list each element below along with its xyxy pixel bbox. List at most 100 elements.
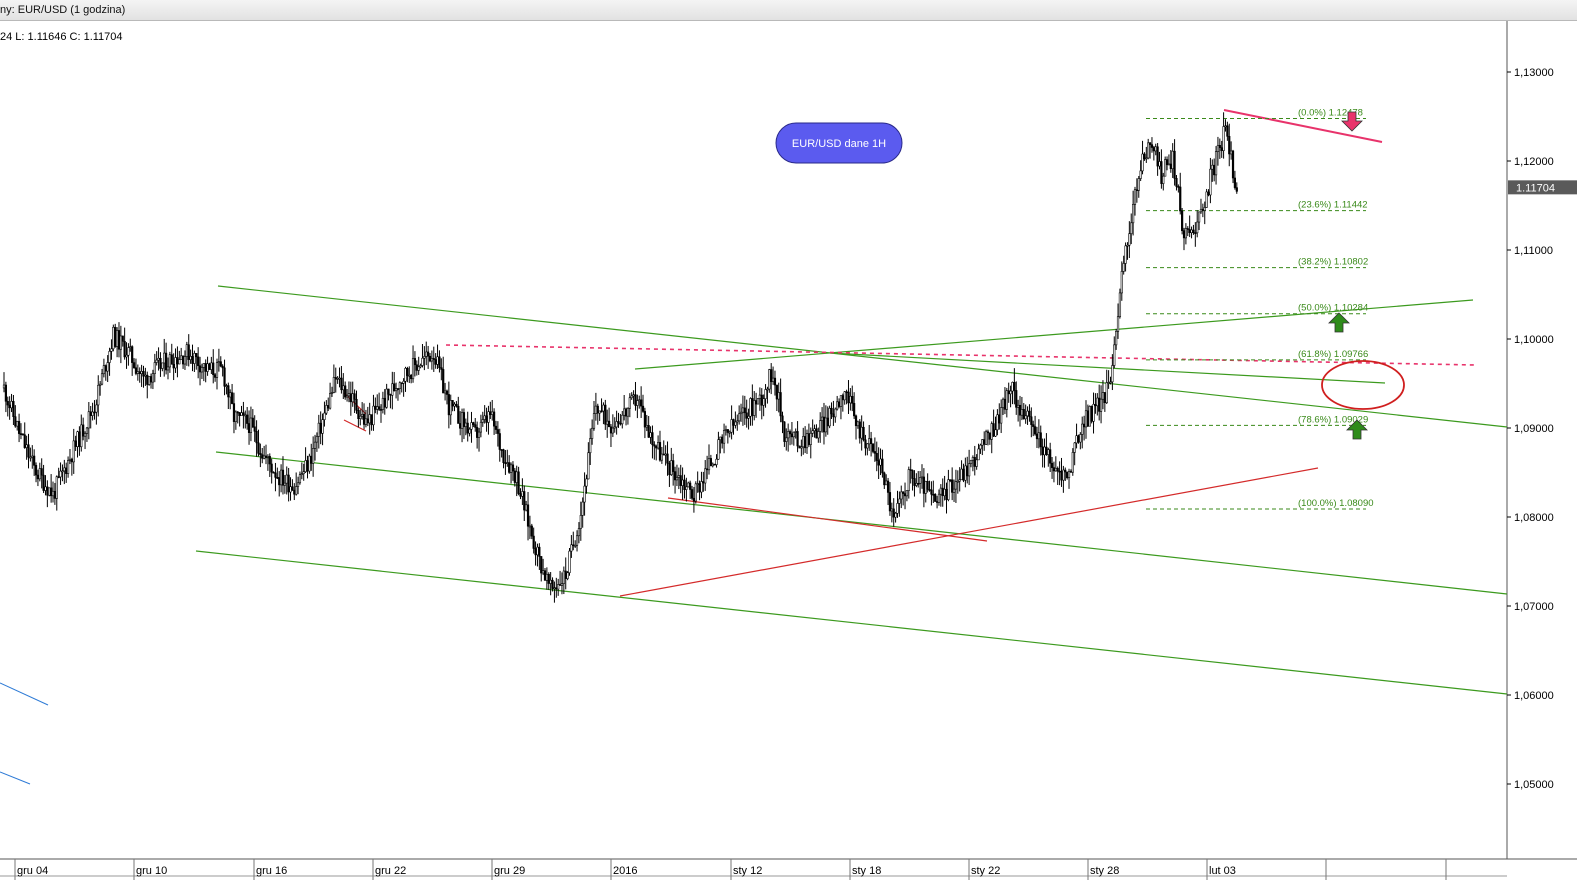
candle-body bbox=[500, 449, 503, 451]
candle-body bbox=[969, 459, 973, 464]
candle-body bbox=[822, 416, 826, 433]
x-tick-label: 2016 bbox=[613, 865, 637, 877]
candle-body bbox=[917, 482, 920, 485]
candle-body bbox=[494, 425, 498, 430]
candle-body bbox=[811, 430, 814, 434]
candle-body bbox=[896, 503, 899, 514]
candle-body bbox=[51, 490, 55, 497]
candle-body bbox=[915, 482, 918, 486]
candle-body bbox=[116, 330, 119, 347]
candle-body bbox=[1064, 469, 1067, 473]
candle-body bbox=[623, 408, 626, 416]
trend-line-red bbox=[667, 497, 988, 542]
candle-body bbox=[532, 535, 535, 549]
arrow-down-icon bbox=[1341, 111, 1363, 132]
candle-body bbox=[257, 442, 260, 454]
candle-body bbox=[1003, 398, 1007, 410]
candle-body bbox=[434, 359, 437, 365]
candle-body bbox=[745, 412, 748, 419]
candle-body bbox=[1143, 153, 1146, 160]
candle-body bbox=[526, 504, 530, 527]
candle-body bbox=[849, 395, 852, 404]
candle-body bbox=[1054, 467, 1057, 472]
candle-body bbox=[202, 363, 205, 368]
candle-body bbox=[837, 401, 841, 407]
candle-body bbox=[1118, 292, 1122, 318]
candle-body bbox=[198, 365, 202, 373]
candle-body bbox=[419, 365, 422, 368]
candle-body bbox=[344, 385, 347, 398]
candle-body bbox=[1120, 271, 1123, 294]
candle-body bbox=[660, 453, 663, 461]
candle-body bbox=[394, 388, 398, 392]
candle-body bbox=[728, 431, 731, 434]
fib-level-label: (61.8%) 1.09766 bbox=[1298, 349, 1368, 360]
candle-body bbox=[183, 356, 187, 365]
candle-body bbox=[1188, 229, 1191, 233]
candle-body bbox=[719, 436, 722, 440]
candle-body bbox=[453, 403, 456, 407]
candle-body bbox=[1130, 222, 1133, 235]
candle-body bbox=[197, 356, 200, 367]
candle-body bbox=[1090, 406, 1093, 422]
candle-body bbox=[1073, 442, 1076, 453]
candle-body bbox=[87, 411, 90, 429]
candle-body bbox=[971, 457, 974, 461]
candle-body bbox=[687, 482, 690, 488]
candle-body bbox=[2, 384, 6, 389]
candle-body bbox=[1075, 435, 1078, 444]
candle-body bbox=[1207, 191, 1210, 196]
candle-body bbox=[1228, 136, 1231, 155]
candle-body bbox=[372, 405, 375, 426]
candle-body bbox=[498, 433, 501, 450]
candle-body bbox=[886, 480, 890, 493]
candle-body bbox=[1175, 178, 1178, 187]
candle-body bbox=[864, 439, 867, 449]
candle-body bbox=[374, 405, 377, 410]
candle-body bbox=[27, 444, 30, 458]
candle-body bbox=[739, 411, 743, 415]
candle-body bbox=[800, 446, 803, 449]
candle-body bbox=[807, 433, 810, 445]
candle-body bbox=[142, 371, 145, 377]
candle-body bbox=[619, 422, 622, 425]
candle-body bbox=[707, 458, 711, 471]
candle-body bbox=[68, 458, 72, 461]
candle-body bbox=[449, 400, 452, 416]
candle-body bbox=[732, 419, 735, 426]
candle-body bbox=[747, 415, 750, 419]
candle-body bbox=[1045, 446, 1048, 455]
candle-body bbox=[291, 486, 294, 491]
candle-body bbox=[65, 467, 68, 474]
candle-body bbox=[504, 462, 507, 464]
candle-body bbox=[230, 392, 234, 404]
candle-body bbox=[178, 359, 181, 365]
candle-body bbox=[937, 493, 941, 503]
candle-body bbox=[408, 374, 411, 377]
candle-body bbox=[106, 362, 109, 372]
candle-body bbox=[704, 468, 707, 484]
candle-body bbox=[50, 487, 53, 497]
candle-body bbox=[34, 465, 38, 476]
candle-body bbox=[1167, 163, 1171, 166]
candle-body bbox=[785, 437, 788, 442]
candle-body bbox=[451, 400, 454, 407]
candle-body bbox=[325, 405, 328, 414]
candle-body bbox=[574, 544, 577, 547]
candle-body bbox=[176, 357, 179, 365]
candle-body bbox=[249, 417, 253, 433]
candle-body bbox=[285, 474, 288, 484]
candle-body bbox=[112, 326, 115, 350]
candle-body bbox=[1145, 157, 1148, 160]
candle-body bbox=[1177, 186, 1180, 188]
candle-body bbox=[123, 340, 126, 358]
candle-body bbox=[93, 411, 96, 414]
candle-body bbox=[355, 398, 358, 411]
candle-body bbox=[813, 428, 816, 432]
candle-body bbox=[845, 391, 848, 393]
candle-body bbox=[17, 421, 21, 434]
candle-body bbox=[1001, 398, 1005, 408]
candle-body bbox=[97, 384, 100, 406]
candle-body bbox=[293, 489, 296, 495]
